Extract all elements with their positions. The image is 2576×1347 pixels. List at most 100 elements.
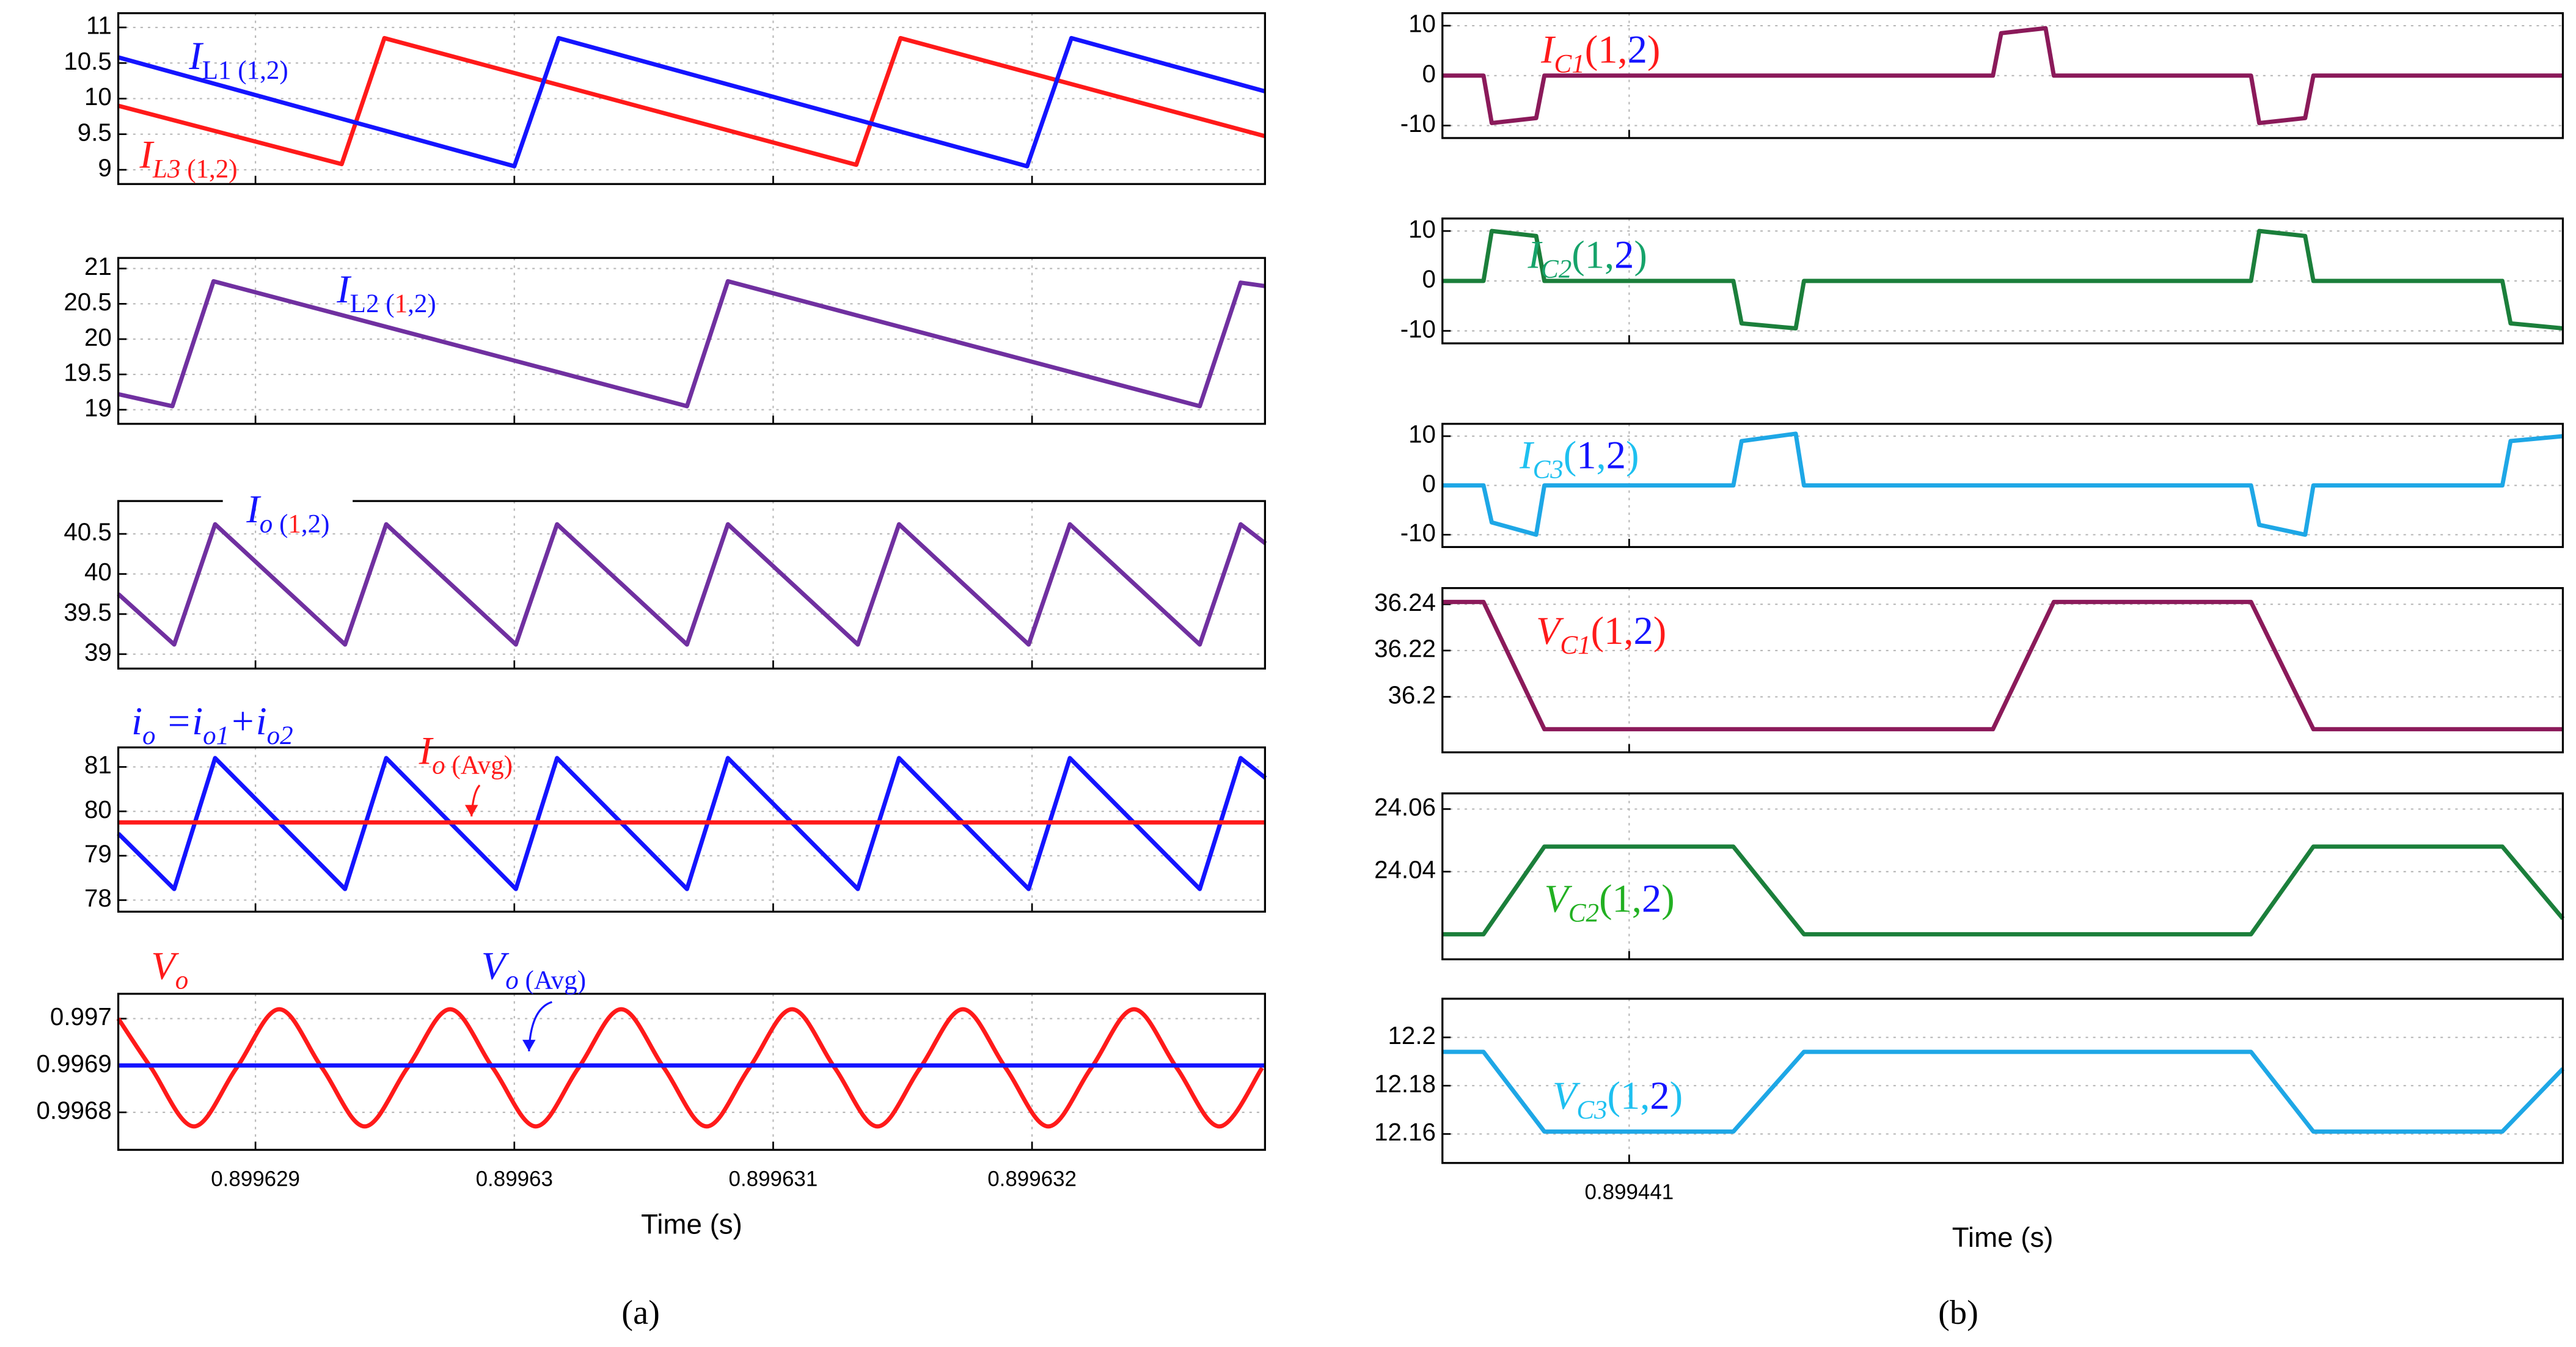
annotation-part: V	[151, 944, 179, 988]
annotation: io =io1+io2	[131, 699, 293, 750]
annotation-bg	[222, 497, 353, 506]
plot-frame	[1441, 998, 2564, 1164]
annotation-part: I	[336, 267, 351, 311]
y-tick-label: 20.5	[64, 288, 112, 316]
plot-frame	[1441, 792, 2564, 960]
annotation-part: I	[1519, 433, 1534, 476]
annotation-part: )	[1661, 876, 1674, 920]
series-line	[1442, 1049, 2565, 1134]
series-line	[117, 279, 1266, 409]
y-tick-label: 36.24	[1374, 588, 1436, 616]
annotation-part: i	[131, 699, 142, 743]
annotation-part: o	[432, 751, 445, 780]
series-line	[1442, 26, 2563, 125]
annotation-part: (	[379, 290, 394, 318]
arrow-head	[464, 805, 478, 817]
x-axis-title: Time (s)	[1952, 1222, 2054, 1253]
annotation-part: (1,	[1572, 232, 1614, 276]
annotation: IC3(1,2)	[1519, 433, 1639, 484]
plot-area	[118, 747, 1265, 912]
annotation-part: (Avg)	[519, 966, 586, 995]
plot-area	[118, 258, 1265, 424]
plot-frame	[1441, 587, 2564, 754]
y-tick-label: -10	[1400, 315, 1436, 343]
y-tick-label: 0	[1422, 265, 1436, 293]
plot-frame	[1441, 423, 2564, 549]
y-tick-label: 40.5	[64, 518, 112, 546]
annotation-part: 2	[1606, 433, 1626, 476]
y-tick-label: 12.18	[1374, 1070, 1436, 1098]
annotation-part: I	[139, 132, 155, 176]
y-tick-label: 9	[98, 154, 111, 182]
series-line	[117, 522, 1267, 647]
series-line	[117, 35, 1267, 167]
annotation-part: C3	[1576, 1096, 1607, 1125]
annotation-part: I	[188, 34, 203, 78]
annotation-part: )	[1647, 27, 1660, 71]
annotation: IL3 (1,2)	[139, 132, 238, 183]
series-line	[1442, 228, 2563, 331]
annotation-part: )	[1634, 232, 1647, 276]
panel: 36.2 36.22 36.24 VC1(1,2)	[1374, 587, 2564, 754]
y-tick-label: 39.5	[64, 598, 112, 626]
annotation-part: I	[1528, 232, 1543, 276]
y-tick-label: 40	[84, 558, 112, 586]
annotation: VC1(1,2)	[1536, 608, 1666, 660]
annotation-part: 2	[1642, 876, 1661, 920]
y-tick-label: 81	[84, 751, 112, 779]
annotation-part: o1	[203, 721, 229, 750]
panel: -10 0 10 IC3(1,2)	[1400, 420, 2564, 549]
y-tick-label: 0	[1422, 469, 1436, 497]
annotation: IL2 (1,2)	[336, 267, 436, 318]
plot-frame	[117, 500, 1266, 670]
series-line	[1442, 431, 2563, 537]
annotation-part: ,	[1597, 433, 1606, 476]
y-tick-label: 24.04	[1374, 856, 1436, 884]
series-line	[1442, 599, 2563, 732]
panel: -10 0 10 IC2(1,2)	[1400, 215, 2564, 345]
x-tick-label: 0.899632	[987, 1167, 1077, 1191]
series-line	[117, 35, 1267, 169]
plot-area	[118, 993, 1265, 1150]
y-tick-label: 80	[84, 795, 112, 823]
annotation-part: +	[229, 699, 256, 743]
annotation-part: L3	[152, 155, 180, 183]
x-tick-label: 0.899629	[211, 1167, 300, 1191]
caption: (a)	[621, 1294, 660, 1332]
annotation: IC2(1,2)	[1528, 232, 1647, 283]
x-tick-label: 0.89963	[476, 1167, 553, 1191]
plot-frame	[117, 993, 1266, 1151]
annotation-part: o	[175, 966, 189, 995]
annotation-part: C2	[1568, 899, 1599, 928]
plot-frame	[117, 257, 1266, 425]
annotation-part: L2	[350, 290, 379, 318]
y-tick-label: 10	[1408, 215, 1436, 243]
annotation-part: (	[1564, 433, 1576, 476]
x-axis-title: Time (s)	[641, 1208, 742, 1239]
annotation-part: ,2)	[408, 290, 436, 318]
y-tick-label: 12.16	[1374, 1118, 1436, 1146]
y-tick-label: 20	[84, 323, 112, 351]
annotation-part: 2	[1634, 608, 1653, 652]
annotation-part: i	[192, 699, 203, 743]
annotation-part: )	[1626, 433, 1639, 476]
y-tick-label: 10	[84, 82, 112, 111]
x-tick-label: 0.899441	[1585, 1180, 1674, 1204]
annotation-part: o2	[267, 721, 293, 750]
annotation-part: o	[142, 721, 156, 750]
panel: 24.04 24.06 VC2(1,2)	[1374, 792, 2565, 960]
y-tick-label: 0.9968	[36, 1097, 111, 1125]
annotation-part: )	[1670, 1073, 1683, 1117]
annotation-part: C3	[1533, 456, 1564, 484]
annotation-part: L1	[202, 56, 232, 85]
annotation-part: ,2)	[301, 509, 330, 538]
annotation-part: =	[156, 699, 192, 743]
panel: 39 39.5 40 40.5 Io (1,2)	[64, 487, 1267, 670]
y-tick-label: 36.2	[1388, 681, 1436, 709]
plot-frame	[117, 12, 1266, 185]
y-tick-label: 21	[84, 252, 112, 280]
annotation-part: (1,	[1591, 608, 1634, 652]
y-tick-label: 19.5	[64, 359, 112, 387]
